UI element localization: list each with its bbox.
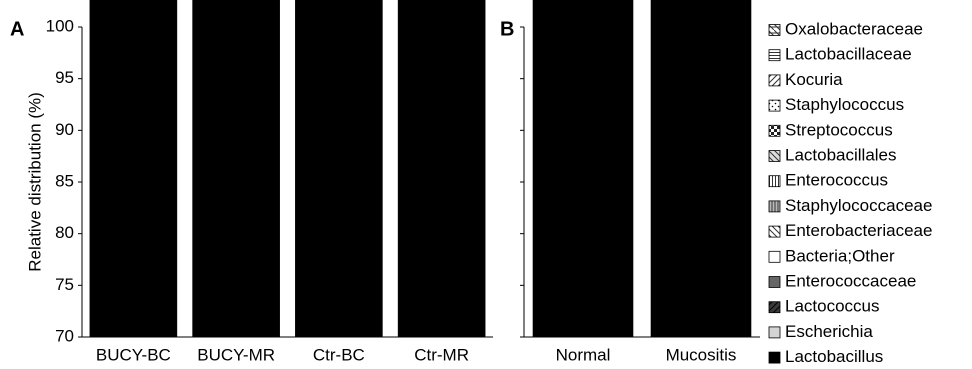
legend-swatch (768, 351, 781, 364)
y-tick-label: 100 (46, 16, 74, 35)
legend-swatch (768, 276, 781, 288)
x-tick-label: Ctr-BC (313, 345, 365, 364)
bar-segment (295, 0, 383, 338)
y-tick-label: 75 (55, 275, 74, 294)
legend-swatch (768, 175, 781, 188)
legend-swatch (768, 99, 781, 112)
legend-label: Oxalobacteraceae (785, 19, 923, 38)
legend-swatch (768, 200, 781, 213)
legend-label: Enterococcus (785, 171, 888, 190)
legend-swatch (768, 24, 781, 36)
legend-label: Bacteria;Other (785, 246, 895, 265)
legend-swatch (768, 250, 781, 263)
legend-label: Enterobacteriaceae (785, 221, 932, 240)
legend-label: Lactococcus (785, 297, 880, 316)
x-tick-label: Mucositis (666, 345, 737, 364)
legend-label: Kocuria (785, 70, 843, 89)
y-tick-label: 95 (55, 68, 74, 87)
bar-segment (650, 0, 752, 338)
bar-segment (192, 0, 280, 338)
y-tick-label: 80 (55, 223, 74, 242)
legend-swatch (768, 225, 781, 238)
legend-label: Lactobacillaceae (785, 45, 912, 64)
legend-label: Enterococcaceae (785, 271, 916, 290)
legend-swatch (768, 124, 781, 137)
legend-label: Streptococcus (785, 120, 893, 139)
legend-swatch (768, 49, 781, 62)
y-axis-label: Relative distribution (%) (25, 92, 44, 272)
legend-swatch (768, 326, 781, 339)
bar-segment (89, 0, 178, 338)
x-tick-label: BUCY-MR (197, 345, 275, 364)
legend-swatch (768, 301, 781, 314)
legend-label: Lactobacillales (785, 145, 897, 164)
panel-label: B (500, 18, 514, 40)
y-tick-label: 90 (55, 120, 74, 139)
y-tick-label: 70 (55, 326, 74, 345)
panel-label: A (10, 18, 24, 40)
y-tick-label: 85 (55, 171, 74, 190)
legend-label: Lactobacillus (785, 347, 883, 366)
legend-label: Staphylococcus (785, 95, 904, 114)
x-tick-label: Ctr-MR (414, 345, 469, 364)
bar-segment (532, 0, 634, 338)
legend-label: Staphylococcaceae (785, 196, 932, 215)
x-tick-label: Normal (556, 345, 611, 364)
legend-label: Escherichia (785, 322, 873, 341)
legend-swatch (768, 150, 781, 162)
bar-segment (397, 0, 486, 338)
legend-swatch (768, 74, 781, 87)
x-tick-label: BUCY-BC (96, 345, 171, 364)
